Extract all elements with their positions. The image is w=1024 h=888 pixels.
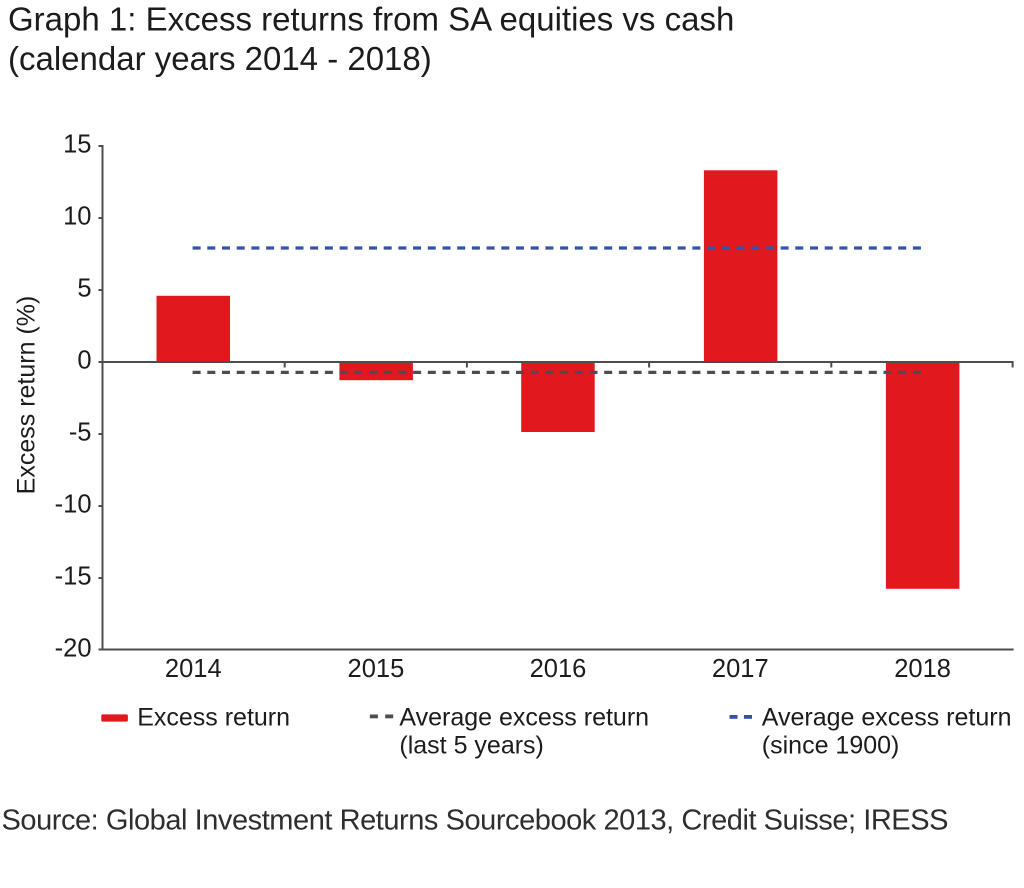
svg-text:15: 15 bbox=[63, 131, 91, 159]
svg-text:(calendar years 2014 - 2018): (calendar years 2014 - 2018) bbox=[8, 40, 432, 77]
svg-text:2015: 2015 bbox=[348, 655, 405, 683]
svg-text:Graph 1: Excess returns from S: Graph 1: Excess returns from SA equities… bbox=[8, 1, 734, 38]
svg-text:0: 0 bbox=[77, 347, 91, 375]
svg-text:Source: Global Investment Retu: Source: Global Investment Returns Source… bbox=[2, 805, 949, 837]
svg-text:Excess return: Excess return bbox=[137, 704, 290, 732]
svg-text:2018: 2018 bbox=[894, 655, 951, 683]
svg-text:Average excess return: Average excess return bbox=[762, 704, 1012, 732]
svg-text:-5: -5 bbox=[69, 419, 92, 447]
svg-text:10: 10 bbox=[63, 203, 91, 231]
svg-text:(since 1900): (since 1900) bbox=[762, 732, 900, 760]
svg-text:2016: 2016 bbox=[530, 655, 587, 683]
svg-text:Excess return (%): Excess return (%) bbox=[13, 296, 41, 495]
svg-text:-10: -10 bbox=[55, 491, 92, 519]
svg-text:5: 5 bbox=[77, 275, 91, 303]
svg-text:2017: 2017 bbox=[712, 655, 769, 683]
svg-text:-15: -15 bbox=[55, 563, 92, 591]
svg-text:2014: 2014 bbox=[165, 655, 222, 683]
svg-text:(last 5 years): (last 5 years) bbox=[399, 732, 543, 760]
svg-text:-20: -20 bbox=[55, 635, 92, 663]
svg-text:Average excess return: Average excess return bbox=[399, 704, 649, 732]
